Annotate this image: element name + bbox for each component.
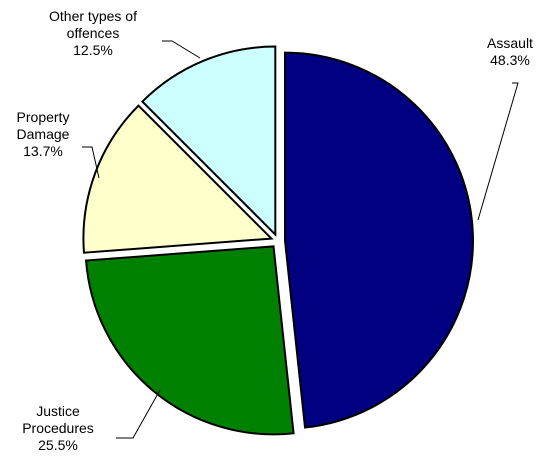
leader-lines <box>82 40 519 439</box>
pie-slice-assault <box>283 51 474 429</box>
leader-line-justice-procedures <box>116 389 161 439</box>
slice-label-line: Procedures <box>22 420 94 436</box>
pie-slice-justice-procedures <box>84 245 295 436</box>
pie-slice-property-damage <box>82 104 274 254</box>
slice-label-line: 48.3% <box>490 52 530 68</box>
pie-slices <box>82 45 474 436</box>
slice-label-line: Justice <box>36 403 80 419</box>
slice-label-line: 12.5% <box>73 42 113 58</box>
slice-label-property-damage: Property Damage 13.7% <box>17 109 70 159</box>
slice-label-other-types-of-offences: Other types of offences 12.5% <box>49 8 137 58</box>
slice-label-line: Property <box>17 109 70 125</box>
slice-label-line: offences <box>67 25 120 41</box>
leader-line-property-damage <box>82 146 100 179</box>
slice-label-line: 25.5% <box>38 437 78 453</box>
pie-slice-other-types-of-offences <box>140 45 277 237</box>
slice-label-line: Assault <box>487 35 533 51</box>
slice-label-line: Damage <box>17 126 70 142</box>
slice-label-justice-procedures: Justice Procedures 25.5% <box>22 403 94 453</box>
slice-labels: Assault 48.3% Justice Procedures 25.5% Proper… <box>17 8 534 453</box>
slice-label-line: Other types of <box>49 8 137 24</box>
slice-label-assault: Assault 48.3% <box>487 35 533 68</box>
leader-line-assault <box>477 82 519 221</box>
leader-line-other-types-of-offences <box>162 40 201 59</box>
slice-label-line: 13.7% <box>23 143 63 159</box>
